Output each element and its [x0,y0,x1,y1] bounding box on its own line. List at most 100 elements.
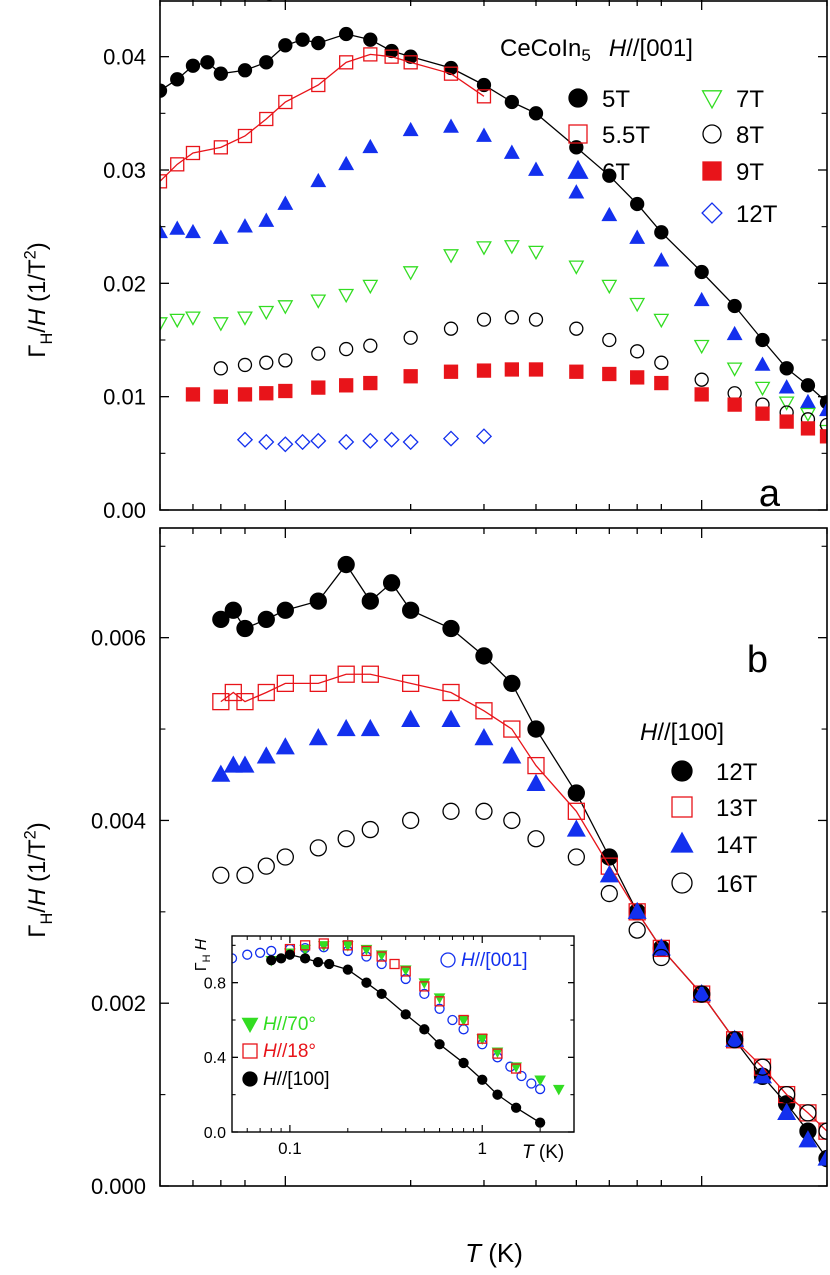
data-point [526,1078,537,1089]
data-point [754,381,771,397]
data-point [402,266,419,281]
data-point [568,260,585,275]
data-point [442,802,460,820]
data-point [170,72,185,87]
data-point [569,140,584,155]
data-point [160,174,168,189]
data-point [630,370,645,385]
data-point [779,361,794,376]
data-point [212,692,230,711]
y-tick-label: 0.002 [91,991,146,1016]
legend-title: H//[100] [640,719,724,746]
legend-marker [670,831,694,853]
series-H-100- [266,949,546,1128]
data-point [442,619,460,638]
data-point [361,945,372,957]
data-point [503,674,521,693]
data-point [339,378,354,393]
data-point [400,1009,411,1020]
data-point [419,988,430,1000]
data-point [284,949,296,960]
y-tick-label: 0.006 [91,626,146,651]
x-tick-label: 0.1 [278,1139,302,1158]
data-point [492,1089,503,1100]
legend-marker [701,202,723,224]
data-point [389,958,400,970]
data-point [477,1074,488,1085]
series-16T [212,802,827,1140]
data-point [629,297,646,313]
legend-label: 13T [716,795,758,822]
data-point [503,240,520,255]
axes-frame [159,527,828,1187]
data-point [693,985,711,1003]
data-point [160,223,168,239]
data-point [654,375,669,391]
x-axis-label: T (K) [465,1238,523,1268]
data-point [310,172,327,188]
data-point [528,312,544,327]
data-point [402,433,419,451]
data-point [475,802,493,820]
data-point [692,983,712,1002]
data-point [236,431,254,448]
data-point [376,988,387,1000]
data-point [259,355,274,370]
data-point [602,168,617,183]
legend-marker [568,124,588,144]
data-point [694,264,709,280]
data-point [224,601,242,619]
x-tick-label: 0.1 [259,0,312,9]
y-tick-label: 0.8 [204,975,226,992]
data-point [237,357,253,373]
data-point [363,338,378,353]
data-point [324,958,335,970]
legend-label: 12T [736,201,778,228]
legend-marker [567,159,589,179]
data-point [294,433,311,451]
data-point [276,674,294,693]
legend: 12T 13T 14T 16T [670,759,758,898]
data-point [602,366,617,382]
x-minor-tick-label: 3 [480,0,489,4]
data-point [361,592,379,610]
data-point [299,940,311,951]
data-point [693,291,710,307]
inset-x-label: T (K) [522,1142,564,1163]
data-point [492,1048,503,1059]
data-point [476,241,492,256]
legend-marker [702,124,722,144]
panel-label: a [759,473,781,515]
data-point [308,728,328,746]
data-point [567,802,585,820]
data-point [237,218,253,233]
data-point [601,206,618,222]
data-point [338,288,355,304]
data-point [242,949,253,960]
data-point [628,921,646,939]
data-point [627,901,647,919]
y-tick-label: 0.02 [103,271,146,296]
legend-label: H//18° [263,1041,316,1062]
plot-area [160,26,827,453]
data-point [337,830,355,848]
data-point [755,332,770,348]
data-point [361,977,372,988]
data-point [169,220,186,235]
data-point [277,436,294,453]
data-point [402,121,419,137]
data-point [458,1057,469,1069]
data-point [402,674,420,693]
data-point [337,555,355,574]
data-point [360,944,373,956]
inset-y-label: ΓHH [193,938,213,971]
data-point [224,683,242,702]
data-point [819,429,827,444]
data-point [778,1085,796,1104]
data-point [169,313,186,329]
data-point [236,692,254,711]
data-point [258,305,275,321]
x-minor-tick-label: 7 [216,0,225,4]
data-point [339,341,354,357]
